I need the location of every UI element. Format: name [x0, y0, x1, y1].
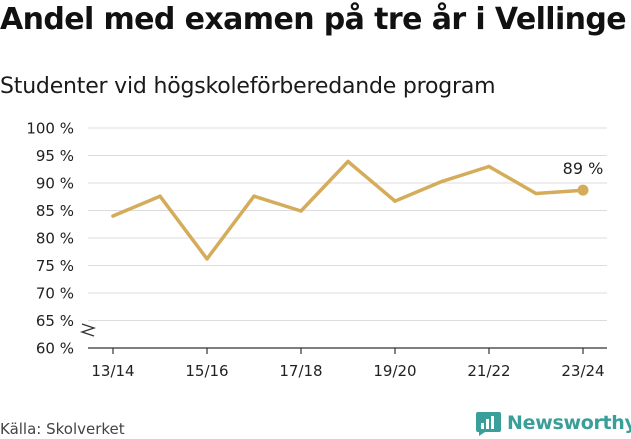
- data-point: [534, 191, 538, 196]
- y-tick-label: 85 %: [36, 202, 74, 220]
- x-tick-label: 13/14: [91, 362, 134, 380]
- annotations: 89 %: [563, 159, 604, 178]
- y-tick-label: 65 %: [36, 312, 74, 330]
- y-tick-label: 80 %: [36, 230, 74, 248]
- data-point: [252, 194, 256, 198]
- y-tick-label: 100 %: [26, 120, 74, 138]
- brand-name: Newsworthy: [507, 412, 631, 434]
- data-point: [487, 164, 491, 169]
- zigzag-axis-break-icon: [79, 323, 97, 337]
- x-tick-label: 17/18: [279, 362, 322, 380]
- last-data-point: [577, 184, 589, 196]
- grid-lines: [88, 127, 607, 321]
- x-tick-label: 19/20: [373, 362, 416, 380]
- y-tick-label: 75 %: [36, 257, 74, 275]
- data-label: 89 %: [563, 159, 604, 178]
- bar-chart-speech-bubble-icon: [476, 411, 501, 436]
- y-tick-label: 60 %: [36, 340, 74, 358]
- y-tick-label: 90 %: [36, 175, 74, 193]
- y-tick-label: 70 %: [36, 285, 74, 303]
- data-point: [205, 257, 209, 261]
- chart-title: Andel med examen på tre år i Vellinge: [0, 2, 627, 37]
- source-note: Källa: Skolverket: [0, 420, 125, 438]
- brand-logo: Newsworthy: [476, 408, 631, 438]
- data-point: [111, 214, 115, 218]
- x-tick-label: 15/16: [185, 362, 228, 380]
- series: [111, 159, 589, 261]
- y-axis: 60 % 65 % 70 % 75 % 80 % 85 % 90 % 95 % 100 %: [26, 120, 74, 358]
- data-point: [299, 209, 303, 213]
- x-tick-label: 23/24: [561, 362, 604, 380]
- chart-subtitle: Studenter vid högskoleförberedande progr…: [0, 74, 496, 99]
- x-axis: 13/14 15/16 17/18 19/20 21/22 23/24: [79, 323, 607, 380]
- x-tick-label: 21/22: [467, 362, 510, 380]
- y-tick-label: 95 %: [36, 147, 74, 165]
- data-point: [158, 194, 162, 198]
- data-point: [440, 179, 444, 184]
- data-point: [393, 199, 397, 203]
- data-point: [346, 159, 350, 164]
